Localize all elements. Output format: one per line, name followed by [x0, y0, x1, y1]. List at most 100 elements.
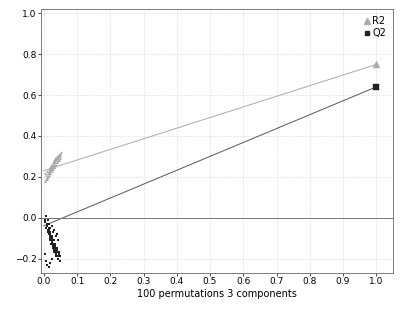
Point [49, 233, 55, 238]
Point [50, 238, 56, 243]
Point [46, 228, 52, 232]
Point [52, 158, 59, 163]
Point [44, 176, 50, 181]
Point [51, 242, 57, 247]
Point [54, 160, 60, 165]
Point [52, 242, 59, 247]
Point [49, 240, 55, 245]
Point [44, 174, 50, 179]
Point [53, 158, 60, 163]
Point [47, 166, 54, 171]
Point [53, 233, 59, 238]
Point [47, 232, 54, 237]
Point [51, 250, 58, 255]
Point [47, 229, 54, 234]
Point [43, 258, 50, 263]
Point [51, 242, 57, 247]
Point [55, 238, 62, 243]
Point [51, 158, 57, 163]
Point [47, 232, 53, 237]
Point [50, 246, 56, 251]
Point [49, 256, 55, 261]
Point [43, 172, 50, 177]
Point [49, 168, 55, 173]
Point [47, 229, 54, 234]
Point [54, 232, 60, 237]
Point [47, 166, 53, 171]
Point [50, 164, 56, 169]
Point [46, 225, 52, 230]
Point [57, 152, 64, 157]
Point [49, 164, 55, 169]
Point [51, 244, 57, 249]
Point [45, 170, 51, 175]
Point [45, 174, 51, 179]
Point [48, 164, 54, 169]
Point [52, 160, 59, 165]
Point [46, 170, 52, 175]
Point [55, 158, 62, 163]
Point [47, 170, 54, 175]
Point [46, 264, 52, 269]
Point [46, 166, 52, 171]
Point [47, 236, 54, 241]
X-axis label: 100 permutations 3 components: 100 permutations 3 components [137, 289, 296, 299]
Point [51, 250, 58, 255]
Point [54, 248, 60, 253]
Point [50, 246, 56, 251]
Point [53, 156, 60, 161]
Point [53, 162, 59, 167]
Point [52, 156, 59, 161]
Point [51, 160, 57, 165]
Point [57, 254, 64, 259]
Point [44, 221, 50, 226]
Point [51, 162, 58, 167]
Point [46, 232, 52, 237]
Point [55, 152, 62, 157]
Point [49, 240, 55, 245]
Point [52, 162, 59, 167]
Point [52, 246, 59, 251]
Point [48, 233, 54, 238]
Point [47, 170, 54, 175]
Point [54, 246, 60, 251]
Point [44, 262, 50, 267]
Point [42, 217, 49, 222]
Point [49, 162, 55, 167]
Point [49, 166, 55, 171]
Point [47, 260, 54, 265]
Point [42, 178, 49, 183]
Point [49, 236, 55, 241]
Point [52, 246, 59, 251]
Point [42, 170, 49, 175]
Point [47, 238, 53, 243]
Point [50, 162, 56, 167]
Point [50, 164, 56, 169]
Point [51, 246, 58, 251]
Point [46, 168, 52, 173]
Point [51, 164, 57, 169]
Point [43, 225, 50, 230]
Point [49, 238, 55, 243]
Point [53, 158, 60, 163]
Point [45, 229, 51, 234]
Point [52, 158, 59, 163]
Point [48, 166, 54, 171]
Point [49, 233, 55, 238]
Point [42, 252, 49, 257]
Point [51, 160, 58, 165]
Point [44, 221, 50, 226]
Point [47, 168, 53, 173]
Point [48, 242, 54, 247]
Point [48, 162, 54, 167]
Point [55, 156, 61, 161]
Point [51, 244, 57, 249]
Point [53, 250, 60, 255]
Point [46, 172, 52, 177]
Point [57, 154, 63, 159]
Point [48, 238, 54, 243]
Point [55, 154, 61, 159]
Point [57, 156, 64, 161]
Point [54, 250, 60, 255]
Point [47, 166, 54, 171]
